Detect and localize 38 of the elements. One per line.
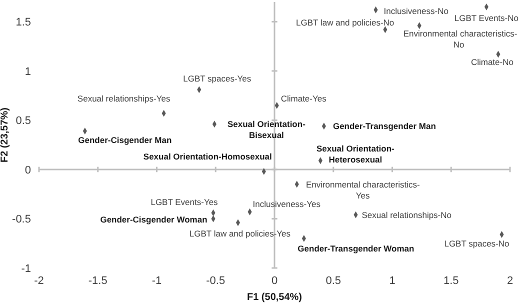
x-axis-title: F1 (50,54%) — [246, 292, 302, 303]
x-tick-label: 0 — [271, 274, 278, 287]
series-label: Environmental characteristics-No — [403, 28, 518, 50]
series-label: Gender-Transgender Man — [332, 121, 436, 132]
x-tick-label: -1 — [152, 274, 162, 287]
series-label: Inclusiveness-Yes — [252, 198, 321, 209]
series-label: Gender-Transgender Woman — [298, 243, 414, 254]
y-tick-label: 0.5 — [16, 115, 31, 128]
y-tick-label: 0 — [24, 164, 31, 176]
x-tick-label: -2 — [34, 274, 44, 287]
series-label: LGBT Events-Yes — [150, 196, 218, 207]
x-tick-label: 2 — [506, 274, 514, 287]
x-tick-label: 1 — [389, 274, 396, 287]
series-label: Climate-Yes — [280, 93, 326, 104]
series-label: Gender-Cisgender Man — [78, 135, 172, 146]
series-label: Climate-No — [470, 57, 514, 68]
x-tick-label: -0.5 — [206, 274, 226, 287]
series-label: LGBT Events-No — [454, 12, 519, 23]
series-label: LGBT spaces-Yes — [183, 74, 252, 84]
series-label: LGBT law and policies-Yes — [189, 228, 291, 239]
x-tick-label: -1.5 — [88, 274, 108, 287]
y-tick-label: 1 — [24, 66, 31, 78]
series-label: Gender-Cisgender Woman — [100, 214, 208, 225]
series-label: Sexual Orientation-Bisexual — [227, 119, 306, 140]
series-label: LGBT law and policies-No — [296, 18, 394, 28]
y-tick-label: -1 — [21, 262, 31, 275]
y-tick-label: 1.5 — [16, 16, 31, 29]
x-tick-label: 0.5 — [326, 274, 342, 287]
series-label: Sexual relationships-No — [362, 210, 452, 220]
series-label: Inclusiveness-No — [384, 6, 449, 16]
series-label: LGBT spaces-No — [444, 238, 510, 249]
series-label: Sexual Orientation-Homosexual — [143, 151, 272, 162]
y-tick-label: -0.5 — [12, 214, 31, 226]
series-label: Sexual Orientation-Heterosexual — [316, 144, 395, 165]
y-axis-title: F2 (23,57%) — [0, 107, 11, 163]
series-label: Environmental characteristics-Yes — [306, 179, 420, 200]
series-label: Sexual relationships-Yes — [77, 93, 170, 104]
x-tick-label: 1.5 — [443, 274, 459, 287]
